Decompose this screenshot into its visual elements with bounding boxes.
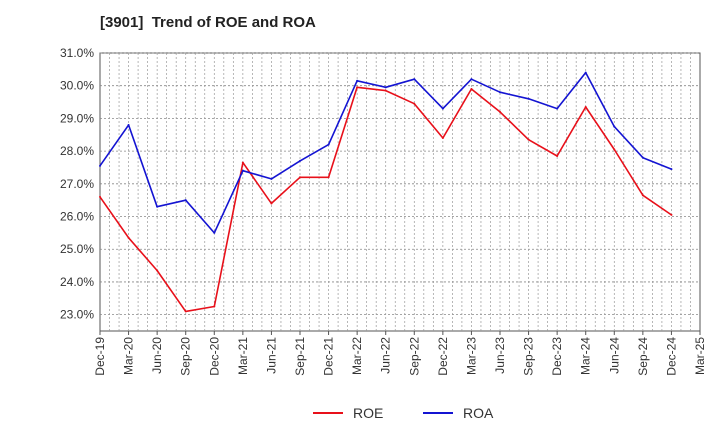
- x-tick-label: Mar-22: [350, 337, 364, 375]
- x-tick-label: Dec-22: [436, 337, 450, 376]
- x-tick-label: Jun-23: [493, 337, 507, 374]
- data-point-roe: [156, 269, 159, 272]
- data-point-roa: [527, 97, 530, 100]
- data-point-roe: [413, 102, 416, 105]
- data-point-roe: [184, 310, 187, 313]
- data-point-roa: [441, 107, 444, 110]
- data-point-roa: [641, 156, 644, 159]
- data-point-roe: [499, 110, 501, 113]
- x-tick-label: Dec-19: [93, 337, 107, 376]
- data-point-roa: [613, 125, 616, 128]
- data-point-roe: [127, 236, 130, 239]
- x-tick-label: Jun-21: [264, 337, 278, 374]
- data-point-roe: [213, 305, 216, 308]
- data-point-roe: [670, 213, 673, 216]
- data-point-roe: [327, 176, 330, 179]
- data-point-roe: [241, 161, 244, 164]
- data-point-roe: [270, 202, 273, 205]
- x-tick-label: Jun-22: [379, 337, 393, 374]
- data-point-roa: [99, 164, 101, 167]
- data-point-roe: [556, 155, 559, 158]
- x-tick-label: Mar-24: [579, 337, 593, 375]
- data-point-roe: [584, 105, 587, 108]
- chart-title: [3901] Trend of ROE and ROA: [100, 14, 316, 31]
- data-point-roe: [441, 137, 444, 140]
- y-tick-label: 25.0%: [60, 242, 94, 256]
- y-tick-label: 29.0%: [60, 111, 94, 125]
- data-point-roa: [299, 159, 301, 162]
- data-point-roa: [384, 86, 387, 89]
- x-tick-label: Dec-20: [207, 337, 221, 376]
- x-axis-ticks: Dec-19 Mar-20 Jun-20 Sep-20 Dec-20 Mar-21 Jun-…: [93, 331, 707, 376]
- data-point-roa: [156, 205, 159, 208]
- x-tick-label: Jun-20: [150, 337, 164, 374]
- x-tick-label: Mar-25: [693, 337, 707, 375]
- data-point-roa: [213, 231, 216, 234]
- plot-frame: [99, 52, 701, 332]
- data-point-roa: [327, 143, 330, 146]
- legend-label-roe: ROE: [353, 405, 383, 421]
- data-point-roa: [499, 91, 501, 94]
- x-tick-label: Sep-21: [293, 337, 307, 376]
- data-point-roa: [184, 199, 187, 202]
- x-tick-label: Mar-21: [236, 337, 250, 375]
- grid-lines: [100, 52, 700, 331]
- data-point-roa: [584, 71, 587, 74]
- data-point-roe: [299, 176, 301, 179]
- data-point-roe: [470, 87, 473, 90]
- y-tick-label: 26.0%: [60, 210, 94, 224]
- y-tick-label: 23.0%: [60, 308, 94, 322]
- data-point-roa: [413, 78, 416, 81]
- y-tick-label: 28.0%: [60, 144, 94, 158]
- plot-area: [99, 52, 701, 332]
- y-tick-label: 24.0%: [60, 275, 94, 289]
- y-tick-label: 31.0%: [60, 46, 94, 60]
- legend: ROE ROA: [313, 405, 494, 421]
- data-point-roa: [556, 107, 559, 110]
- data-point-roa: [270, 177, 273, 180]
- data-point-roa: [241, 169, 244, 172]
- x-tick-label: Dec-24: [664, 337, 678, 376]
- x-tick-label: Sep-24: [636, 337, 650, 376]
- y-tick-label: 30.0%: [60, 79, 94, 93]
- x-tick-label: Sep-20: [179, 337, 193, 376]
- data-point-roa: [670, 168, 673, 171]
- data-point-roe: [384, 89, 387, 92]
- x-tick-label: Mar-20: [122, 337, 136, 375]
- x-tick-label: Sep-22: [407, 337, 421, 376]
- data-point-roa: [470, 78, 473, 81]
- x-tick-label: Sep-23: [522, 337, 536, 376]
- data-point-roe: [356, 86, 359, 89]
- data-point-roe: [613, 148, 616, 151]
- x-tick-label: Mar-23: [464, 337, 478, 375]
- data-point-roe: [527, 138, 530, 141]
- data-point-roe: [641, 194, 644, 197]
- x-tick-label: Dec-23: [550, 337, 564, 376]
- legend-label-roa: ROA: [463, 405, 494, 421]
- y-axis-ticks: 23.0% 24.0% 25.0% 26.0% 27.0% 28.0% 29.0% 30.0%…: [60, 46, 94, 322]
- y-tick-label: 27.0%: [60, 177, 94, 191]
- x-tick-label: Dec-21: [322, 337, 336, 376]
- data-point-roa: [127, 123, 130, 126]
- data-point-roa: [356, 79, 359, 82]
- data-point-roe: [99, 195, 101, 198]
- x-tick-label: Jun-24: [607, 337, 621, 374]
- series-lines: [99, 71, 673, 313]
